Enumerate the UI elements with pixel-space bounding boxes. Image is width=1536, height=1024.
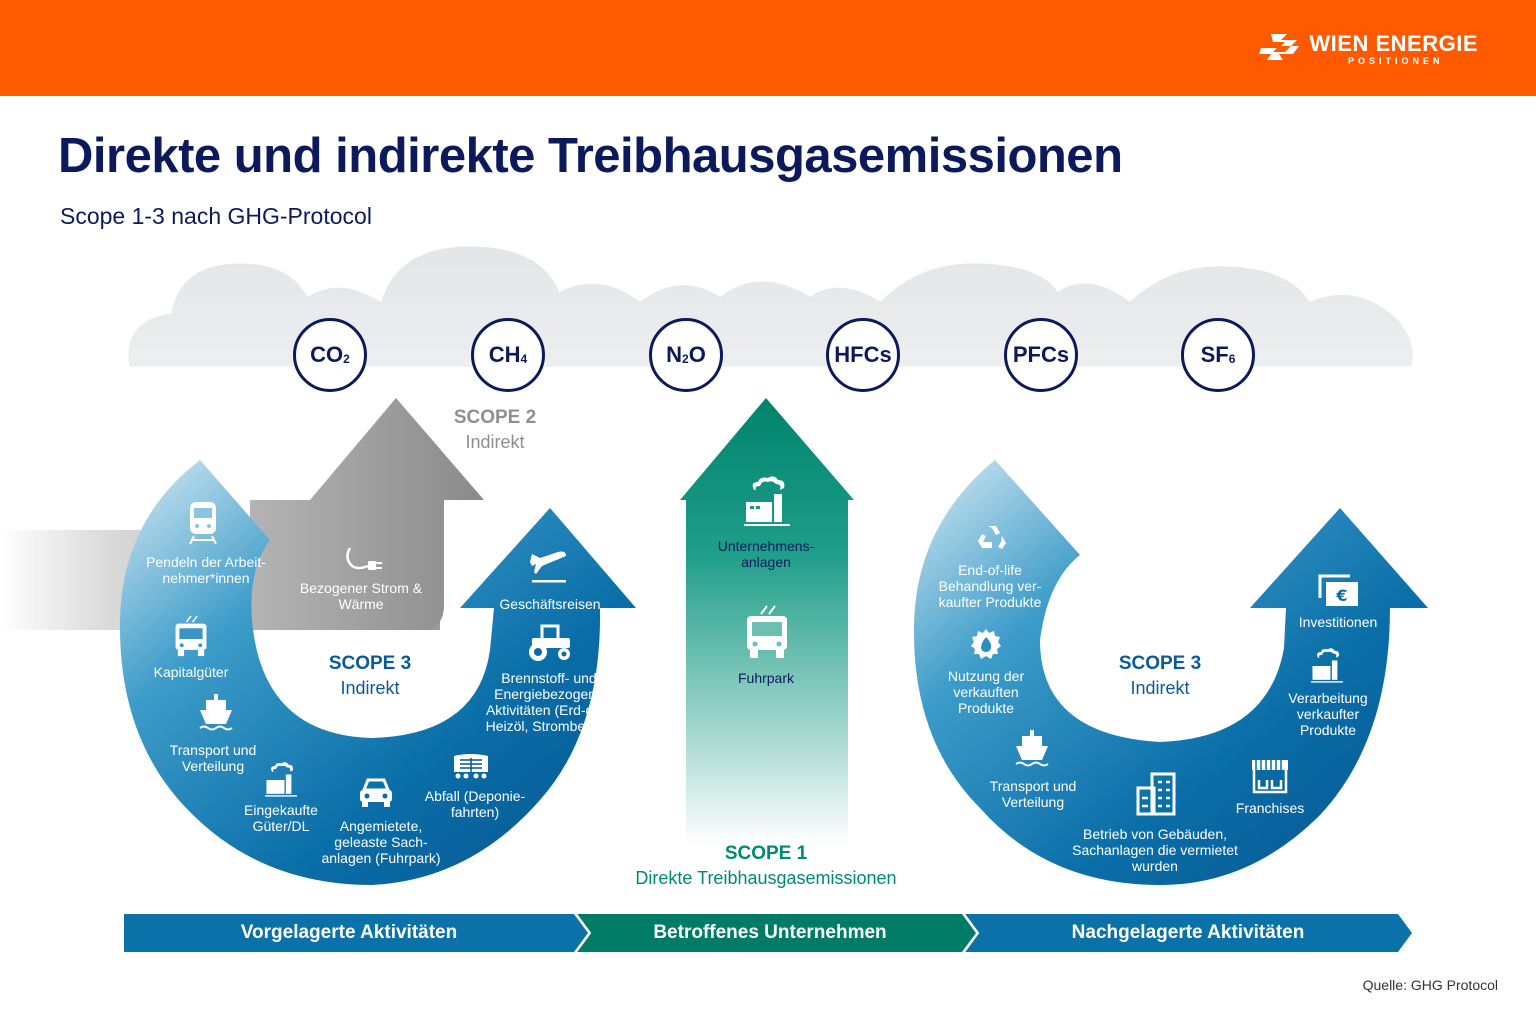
scope3-up-item-label: Kapitalgüter (153, 664, 229, 680)
clouds (125, 243, 1416, 370)
wien-energie-logo: WIEN ENERGIE POSITIONEN (1257, 32, 1478, 67)
scope3-down-item-label: Investitionen (1298, 614, 1378, 630)
scope3-down-item-label: End-of-life Behandlung ver-kaufter Produ… (938, 562, 1042, 610)
scope1-heading: SCOPE 1 Direkte Treibhausgasemissionen (635, 843, 897, 888)
scope3-down-item-label: Transport und Verteilung (989, 778, 1077, 810)
scope1-item-label: Unternehmens-anlagen (717, 538, 815, 570)
header-bar: WIEN ENERGIE POSITIONEN (0, 0, 1536, 96)
scope3-downstream-heading: SCOPE 3 Indirekt (1118, 653, 1202, 698)
scope3-up-item-label: Brennstoff- und Energiebezogene Aktivitä… (485, 670, 613, 734)
euro-bills-icon: € (1318, 574, 1358, 606)
factory-icon (744, 476, 790, 526)
scope3-up-item-label: Pendeln der Arbeit-nehmer*innen (146, 554, 266, 586)
gas-hfcs: HFCs (826, 318, 900, 392)
ship-icon (199, 694, 233, 731)
scope3-downstream-arrow (913, 460, 1428, 885)
scope3-up-item-label: Transport und Verteilung (169, 742, 257, 774)
factory-icon (265, 762, 297, 797)
gas-ch4: CH 4 (471, 318, 545, 392)
car-icon (360, 778, 392, 807)
scope3-down-item-label: Franchises (1235, 800, 1305, 816)
bar-downstream (964, 914, 1412, 952)
shop-icon (1252, 760, 1288, 794)
brand-name: WIEN ENERGIE (1309, 31, 1478, 56)
gas-pfcs: PFCs (1004, 318, 1078, 392)
bar-company (576, 914, 976, 952)
scope3-up-item-label: Abfall (Deponie-fahrten) (424, 788, 526, 820)
bar-label-downstream: Nachgelagerte Aktivitäten (1071, 922, 1305, 943)
gas-co2: CO 2 (293, 318, 367, 392)
scope2-item-label: Bezogener Strom & Wärme (299, 580, 423, 612)
scope2-arrow (250, 398, 484, 630)
bar-upstream (124, 914, 588, 952)
scope3-upstream-heading: SCOPE 3 Indirekt (328, 653, 412, 698)
bus-icon (175, 615, 207, 657)
building-icon (1136, 772, 1176, 816)
page-subtitle: Scope 1-3 nach GHG-Protocol (60, 203, 372, 229)
svg-text:€: € (1335, 586, 1347, 605)
scope3-down-item-label: Verarbeitung verkaufter Produkte (1288, 690, 1368, 738)
scope3-down-item-label: Nutzung der verkauften Produkte (947, 668, 1025, 716)
logo-mark-icon (1259, 34, 1300, 60)
waste-container-icon (454, 754, 488, 779)
tractor-icon (529, 624, 570, 661)
flame-badge-icon (971, 629, 1001, 659)
airplane-icon (530, 551, 566, 583)
brand-sub: POSITIONEN (1347, 56, 1444, 66)
train-icon (189, 502, 217, 545)
bar-label-upstream: Vorgelagerte Aktivitäten (240, 922, 458, 943)
scope3-up-item-label: Geschäftsreisen (499, 596, 601, 612)
scope1-item-label: Fuhrpark (737, 670, 795, 686)
bus-icon (747, 605, 787, 658)
page-title: Direkte und indirekte Treibhausgasemissi… (58, 129, 1123, 183)
gas-sf6: SF 6 (1181, 318, 1255, 392)
scope2-heading: SCOPE 2 Indirekt (453, 407, 537, 452)
plug-icon (346, 547, 382, 570)
scope3-upstream-arrow (119, 460, 637, 885)
scope3-down-item-label: Betrieb von Gebäuden, Sachanlagen die ve… (1072, 826, 1238, 874)
ship-icon (1015, 730, 1049, 767)
recycle-icon (978, 526, 1006, 549)
source-note: Quelle: GHG Protocol (1362, 977, 1498, 993)
scope3-up-item-label: Angemietete, geleaste Sach-anlagen (Fuhr… (321, 818, 441, 866)
bar-label-company: Betroffenes Unternehmen (653, 922, 887, 943)
factory-icon (1311, 648, 1343, 683)
scope3-up-item-label: Eingekaufte Güter/DL (244, 802, 318, 834)
